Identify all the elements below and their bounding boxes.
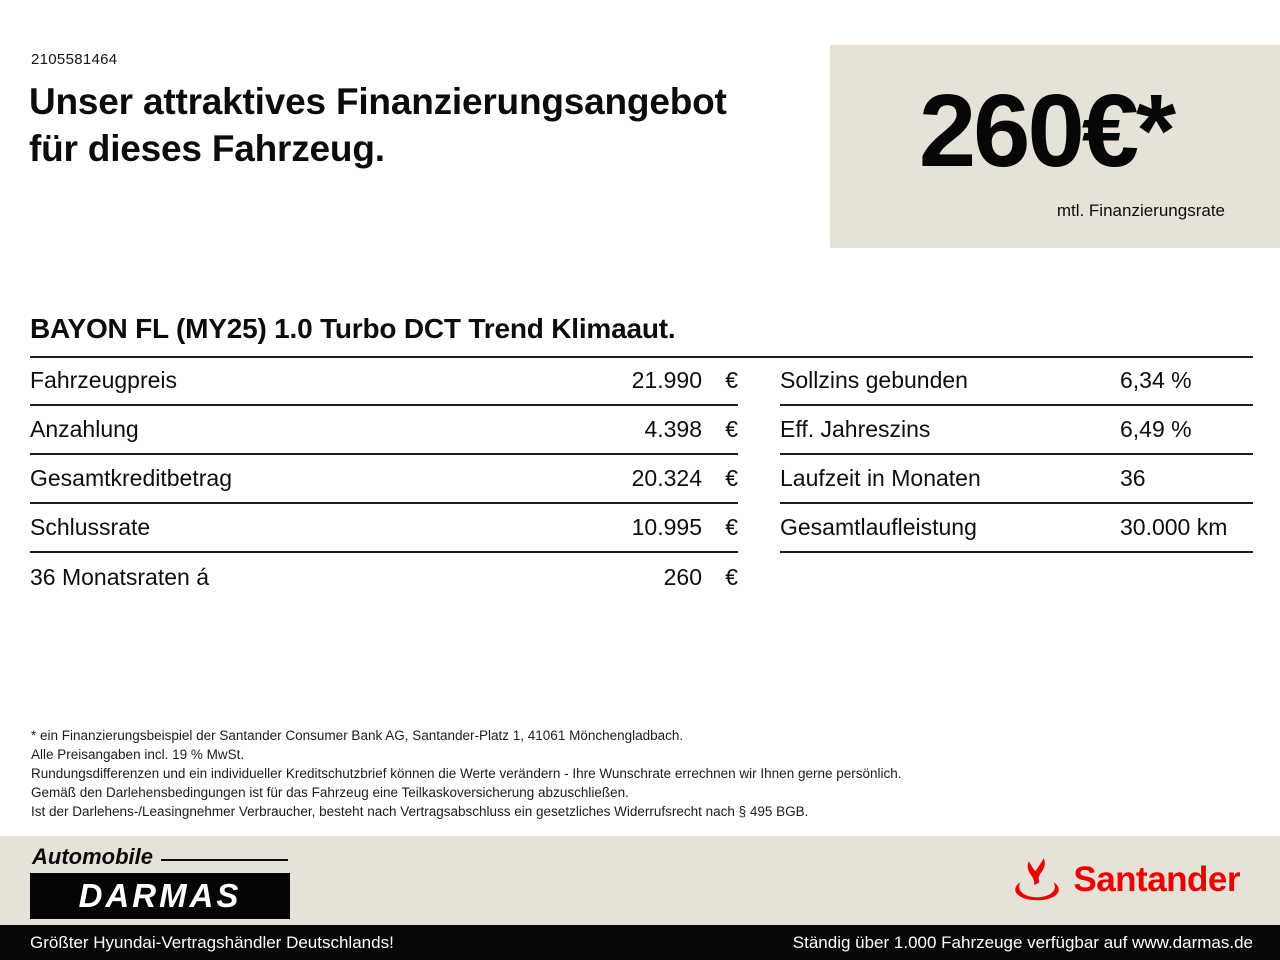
finance-row-schlussrate: Schlussrate 10.995 € xyxy=(30,504,738,553)
finance-label: Fahrzeugpreis xyxy=(30,367,178,393)
darmas-logo: Automobile DARMAS xyxy=(30,844,290,919)
finance-value: 21.990 xyxy=(631,367,702,393)
bottom-bar: Größter Hyundai-Vertragshändler Deutschl… xyxy=(0,925,1280,960)
monthly-rate-value: 260€* xyxy=(918,73,1176,188)
currency-unit: € xyxy=(725,465,738,491)
dealer-logo-rule xyxy=(161,859,288,861)
fine-print-line: Gemäß den Darlehensbedingungen ist für d… xyxy=(31,785,629,800)
finance-row-jahreszins: Eff. Jahreszins 6,49 % xyxy=(780,406,1253,455)
footer-website-claim: Ständig über 1.000 Fahrzeuge verfügbar a… xyxy=(792,932,1253,952)
santander-flame-icon xyxy=(1015,858,1060,901)
finance-value: 30.000 km xyxy=(1120,514,1228,540)
finance-value: 6,49 % xyxy=(1120,416,1192,442)
finance-label: Gesamtkreditbetrag xyxy=(30,465,232,491)
finance-label: Schlussrate xyxy=(30,514,151,540)
finance-value: 36 xyxy=(1120,465,1146,491)
currency-unit: € xyxy=(725,367,738,393)
finance-label: Anzahlung xyxy=(30,416,139,442)
finance-table-right: Sollzins gebunden 6,34 % Eff. Jahreszins… xyxy=(780,357,1253,553)
page-title-line1: Unser attraktives Finanzierungsangebot xyxy=(29,81,727,122)
currency-unit: € xyxy=(725,416,738,442)
finance-label: Eff. Jahreszins xyxy=(780,416,931,442)
finance-value: 4.398 xyxy=(644,416,702,442)
finance-table-left: Fahrzeugpreis 21.990 € Anzahlung 4.398 €… xyxy=(30,357,738,602)
page-title-line2: für dieses Fahrzeug. xyxy=(29,128,385,169)
finance-label: 36 Monatsraten á xyxy=(30,564,210,590)
finance-label: Laufzeit in Monaten xyxy=(780,465,981,491)
vehicle-title-section: BAYON FL (MY25) 1.0 Turbo DCT Trend Klim… xyxy=(30,313,1253,358)
dealer-logo-top: Automobile xyxy=(30,844,290,870)
dealer-logo-script: Automobile xyxy=(32,844,153,869)
fine-print-line: * ein Finanzierungsbeispiel der Santande… xyxy=(31,728,684,743)
currency-unit: € xyxy=(725,514,738,540)
finance-value: 6,34 % xyxy=(1120,367,1192,393)
finance-row-sollzins: Sollzins gebunden 6,34 % xyxy=(780,357,1253,406)
footer-band: Automobile DARMAS Santander xyxy=(0,836,1280,925)
finance-row-monatsraten: 36 Monatsraten á 260 € xyxy=(30,553,738,602)
finance-row-laufzeit: Laufzeit in Monaten 36 xyxy=(780,455,1253,504)
vehicle-title: BAYON FL (MY25) 1.0 Turbo DCT Trend Klim… xyxy=(30,313,676,344)
finance-row-gesamtlaufleistung: Gesamtlaufleistung 30.000 km xyxy=(780,504,1253,553)
monthly-rate-box: 260€* mtl. Finanzierungsrate xyxy=(830,45,1280,248)
finance-value: 260 xyxy=(663,564,702,590)
finance-value: 20.324 xyxy=(631,465,702,491)
document-id: 2105581464 xyxy=(31,51,118,68)
fine-print-line: Rundungsdifferenzen und ein individuelle… xyxy=(31,766,902,781)
santander-logo: Santander xyxy=(1013,858,1240,902)
fine-print: * ein Finanzierungsbeispiel der Santande… xyxy=(31,726,902,821)
fine-print-line: Alle Preisangaben incl. 19 % MwSt. xyxy=(31,747,245,762)
finance-row-gesamtkreditbetrag: Gesamtkreditbetrag 20.324 € xyxy=(30,455,738,504)
footer-claim-left: Größter Hyundai-Vertragshändler Deutschl… xyxy=(30,932,394,952)
finance-row-fahrzeugpreis: Fahrzeugpreis 21.990 € xyxy=(30,357,738,406)
dealer-wordmark: DARMAS xyxy=(78,877,242,914)
monthly-rate-label: mtl. Finanzierungsrate xyxy=(1056,201,1225,220)
dealer-logo-wordmark-box: DARMAS xyxy=(30,873,290,919)
fine-print-line: Ist der Darlehens-/Leasingnehmer Verbrau… xyxy=(31,804,809,819)
santander-wordmark: Santander xyxy=(1073,860,1240,899)
finance-label: Sollzins gebunden xyxy=(780,367,968,393)
finance-value: 10.995 xyxy=(631,514,702,540)
currency-unit: € xyxy=(725,564,738,590)
finance-row-anzahlung: Anzahlung 4.398 € xyxy=(30,406,738,455)
page-title: Unser attraktives Finanzierungsangebot f… xyxy=(29,78,727,172)
finance-label: Gesamtlaufleistung xyxy=(780,514,977,540)
